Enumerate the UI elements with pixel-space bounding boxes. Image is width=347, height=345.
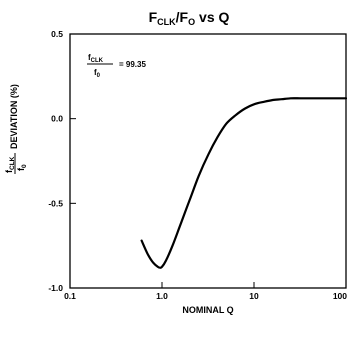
- annotation: fCLK f0 = 99.35: [87, 53, 146, 79]
- chart-title: FCLK/FO vs Q: [149, 9, 230, 27]
- title-main-sub: CLK: [157, 17, 176, 27]
- annotation-den-sub: 0: [97, 73, 101, 79]
- svg-text:f0: f0: [16, 164, 28, 171]
- title-tail: vs Q: [195, 9, 229, 25]
- x-axis-ticks: 0.1 1.0 10 100: [64, 282, 347, 301]
- x-tick-label: 100: [333, 291, 347, 301]
- title-main: F: [149, 9, 158, 25]
- y-axis-label: fCLK f0 DEVIATION (%): [4, 84, 28, 174]
- y-tick-label: 0.5: [51, 29, 63, 39]
- x-tick-label: 1.0: [156, 291, 168, 301]
- x-tick-label: 10: [249, 291, 259, 301]
- x-tick-label: 0.1: [64, 291, 76, 301]
- y-tick-label: 0.0: [51, 114, 63, 124]
- series-line: [140, 97, 347, 269]
- y-axis-ticks: 0.5 0.0 -0.5 -1.0: [48, 29, 76, 293]
- svg-text:fCLK: fCLK: [88, 53, 104, 64]
- annotation-num-sub: CLK: [91, 58, 104, 64]
- series-layer: [140, 97, 347, 269]
- svg-text:f0: f0: [94, 68, 101, 79]
- svg-text:fCLK: fCLK: [4, 156, 16, 173]
- annotation-value: = 99.35: [119, 60, 146, 69]
- y-label-text: DEVIATION (%): [9, 84, 19, 149]
- y-tick-label: -1.0: [48, 283, 63, 293]
- svg-text:FCLK/FO vs Q: FCLK/FO vs Q: [149, 9, 230, 27]
- x-axis-label: NOMINAL Q: [182, 305, 233, 315]
- plot-frame: [69, 33, 347, 289]
- title-slash: /F: [176, 9, 189, 25]
- annotation-num: f: [88, 53, 91, 62]
- y-label-num-sub: CLK: [9, 156, 16, 170]
- annotation-den: f: [94, 68, 97, 77]
- y-label-den: f: [16, 167, 26, 171]
- y-label-num: f: [4, 169, 14, 173]
- y-tick-label: -0.5: [48, 198, 63, 208]
- title-slash-sub: O: [188, 17, 195, 27]
- y-label-den-sub: 0: [21, 164, 28, 168]
